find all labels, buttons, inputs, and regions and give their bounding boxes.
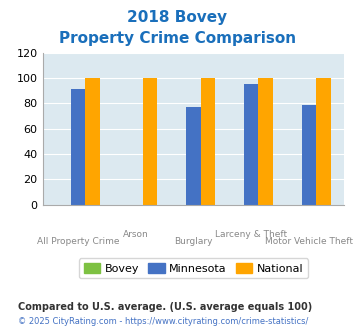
Bar [244, 84, 258, 205]
Bar [71, 89, 85, 205]
Bar [143, 78, 157, 205]
Bar [85, 78, 100, 205]
Text: Larceny & Theft: Larceny & Theft [215, 230, 287, 239]
Bar [201, 78, 215, 205]
Bar [316, 78, 331, 205]
Legend: Bovey, Minnesota, National: Bovey, Minnesota, National [79, 258, 308, 278]
Text: Arson: Arson [123, 230, 149, 239]
Text: 2018 Bovey: 2018 Bovey [127, 10, 228, 25]
Bar [258, 78, 273, 205]
Text: Compared to U.S. average. (U.S. average equals 100): Compared to U.S. average. (U.S. average … [18, 302, 312, 312]
Text: Burglary: Burglary [174, 237, 213, 246]
Text: Property Crime Comparison: Property Crime Comparison [59, 31, 296, 46]
Text: Motor Vehicle Theft: Motor Vehicle Theft [265, 237, 353, 246]
Text: All Property Crime: All Property Crime [37, 237, 119, 246]
Bar [302, 105, 316, 205]
Text: © 2025 CityRating.com - https://www.cityrating.com/crime-statistics/: © 2025 CityRating.com - https://www.city… [18, 317, 308, 326]
Bar [186, 107, 201, 205]
